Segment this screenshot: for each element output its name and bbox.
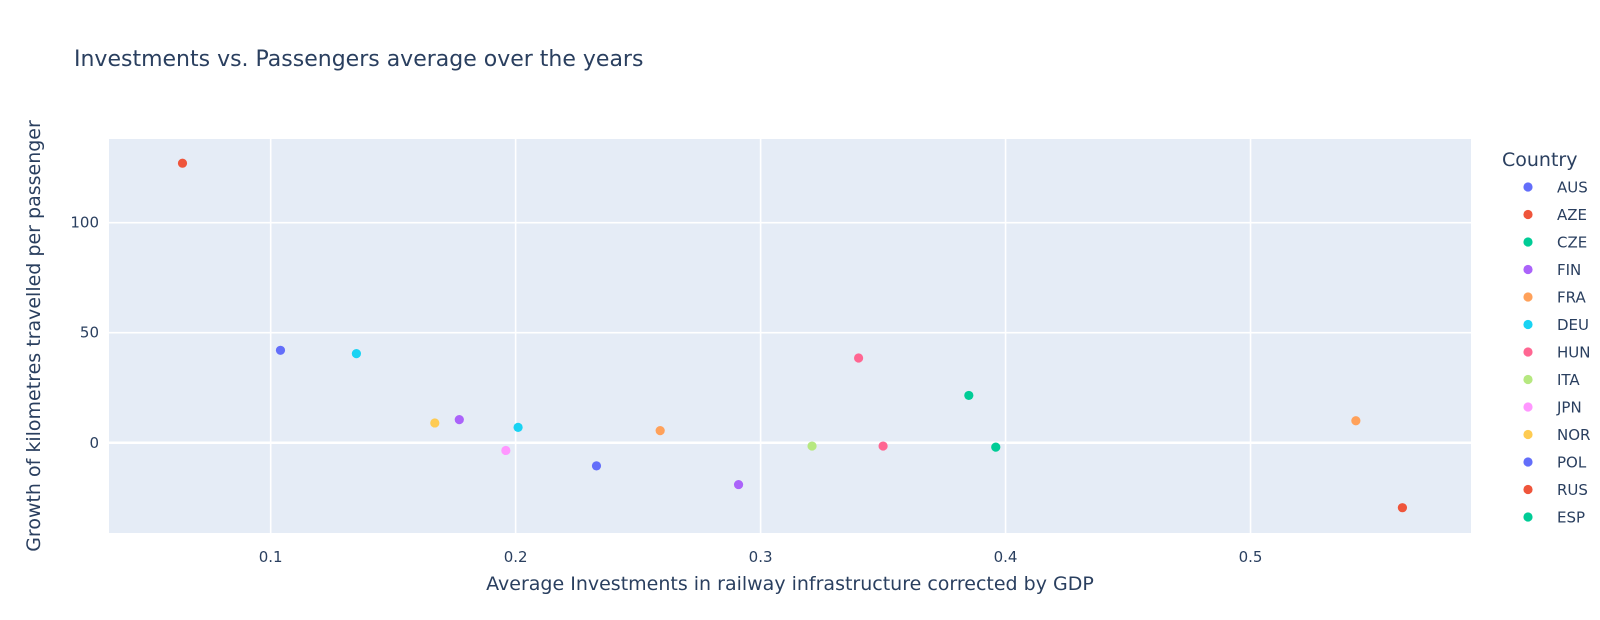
data-point: [501, 445, 511, 456]
data-point: [853, 353, 864, 363]
legend-marker: [1523, 292, 1533, 302]
y-tick-labels: 0 50 100: [70, 214, 99, 452]
legend-marker: [1523, 457, 1533, 467]
legend-marker: [1523, 402, 1533, 412]
y-tick-label: 100: [70, 214, 99, 232]
x-tick-label: 0.2: [504, 548, 528, 566]
legend-marker: [1523, 209, 1533, 220]
data-point: [351, 349, 362, 359]
x-gridlines: [269, 139, 1252, 533]
data-point: [991, 442, 1001, 452]
y-tick-label: 0: [89, 434, 99, 452]
x-tick-label: 0.4: [994, 548, 1018, 566]
legend-label: ESP: [1557, 509, 1585, 527]
legend-marker: [1523, 374, 1533, 385]
x-tick-label: 0.5: [1239, 548, 1263, 566]
y-axis-title: Growth of kilometres travelled per passe…: [23, 120, 45, 552]
data-point: [513, 422, 523, 432]
data-point: [733, 479, 744, 490]
plot-area: [109, 139, 1471, 533]
x-tick-labels: 0.1 0.2 0.3 0.4 0.5: [259, 548, 1263, 566]
legend-marker: [1523, 512, 1533, 522]
data-point: [655, 426, 665, 436]
legend-label: JPN: [1556, 399, 1582, 417]
legend-label: HUN: [1557, 344, 1590, 362]
legend-marker: [1523, 182, 1533, 192]
data-point: [1351, 416, 1361, 426]
legend-label: ITA: [1557, 371, 1580, 389]
legend-label: FRA: [1557, 289, 1586, 307]
legend-marker: [1523, 237, 1533, 247]
x-tick-label: 0.3: [749, 548, 773, 566]
legend-label: POL: [1557, 454, 1587, 472]
data-point: [1397, 503, 1408, 513]
legend-label: AUS: [1557, 179, 1588, 197]
data-point: [807, 441, 817, 451]
legend-label: CZE: [1557, 234, 1587, 252]
legend: Country AUS AZE CZE FIN FRA DEU HUN ITA JPN NOR PO…: [1502, 149, 1590, 527]
data-point: [591, 461, 602, 471]
data-point: [878, 441, 888, 451]
legend-marker: [1523, 429, 1533, 440]
legend-label: RUS: [1557, 481, 1588, 499]
legend-label: AZE: [1557, 206, 1587, 224]
legend-label: FIN: [1557, 261, 1581, 279]
legend-label: DEU: [1557, 316, 1589, 334]
legend-label: NOR: [1557, 426, 1590, 444]
data-point: [454, 415, 464, 425]
data-point: [177, 158, 188, 168]
y-tick-label: 50: [80, 324, 99, 342]
y-gridlines: [109, 221, 1471, 444]
x-tick-label: 0.1: [259, 548, 283, 566]
data-point: [275, 345, 286, 355]
legend-marker: [1523, 319, 1533, 330]
x-axis-title: Average Investments in railway infrastru…: [486, 573, 1094, 595]
data-points: [177, 158, 1408, 513]
chart-title: Investments vs. Passengers average over …: [74, 47, 643, 72]
legend-marker: [1523, 264, 1533, 275]
legend-marker: [1523, 347, 1533, 357]
data-point: [964, 390, 974, 401]
legend-title: Country: [1502, 149, 1577, 171]
data-point: [430, 418, 440, 428]
legend-marker: [1523, 484, 1533, 495]
